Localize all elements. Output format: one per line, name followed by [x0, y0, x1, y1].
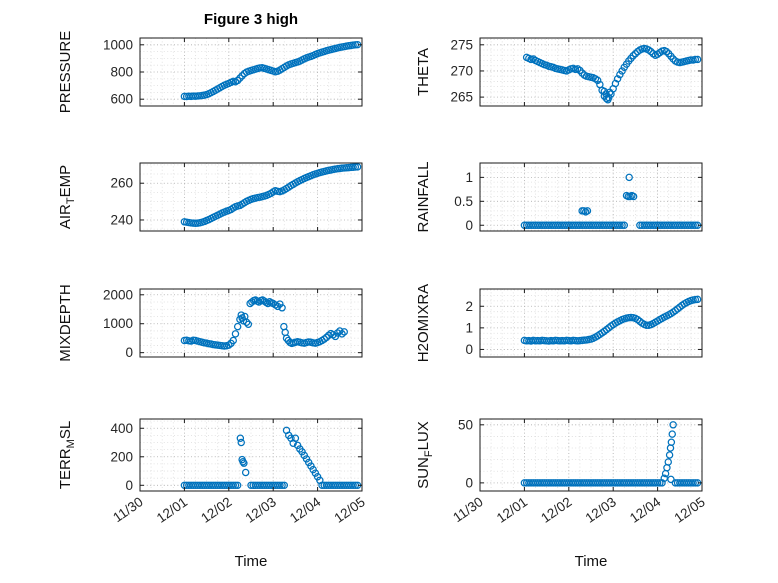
mixdepth-ytick-label: 0 [125, 345, 133, 360]
terrmsl-xtick-label: 12/04 [287, 494, 324, 526]
subplot-h2omixra: 0 1 2 [465, 288, 703, 358]
h2omixra-ytick-label: 2 [465, 299, 473, 314]
sunflux-ytick-label: 50 [458, 417, 473, 432]
subplot-mixdepth: 0 1000 2000 [103, 287, 363, 360]
subplot-rainfall: 00.51 [454, 162, 703, 233]
xlabel-time-left: Time [234, 553, 268, 570]
terrmsl-points [180, 426, 362, 490]
subplot-sunflux: 0 50 11/30 12/01 12/02 12/03 12/04 12/05 [450, 417, 707, 526]
pressure-ytick-label: 1000 [103, 37, 133, 52]
ylabel-mixdepth: MIXDEPTH [57, 284, 74, 362]
figure-title: Figure 3 high [203, 11, 299, 28]
pressure-ytick-label: 800 [110, 65, 133, 80]
mixdepth-points [180, 296, 348, 350]
mixdepth-ytick-label: 1000 [103, 316, 133, 331]
pressure-points [180, 40, 362, 101]
sunflux-xtick-label: 12/01 [494, 494, 530, 526]
sunflux-ytick-label: 0 [465, 475, 473, 490]
theta-ytick-label: 265 [450, 90, 473, 105]
terrmsl-xtick-label: 11/30 [110, 494, 145, 525]
sunflux-xtick-label: 11/30 [450, 494, 485, 525]
sunflux-points [520, 421, 702, 487]
rainfall-ytick-label: 1 [465, 170, 473, 185]
subplot-theta: 265 270 275 [450, 37, 703, 107]
sunflux-xtick-label: 12/02 [538, 494, 574, 526]
rainfall-ytick-label: 0 [465, 218, 473, 233]
terrmsl-xtick-label: 12/03 [243, 494, 279, 526]
terrmsl-ytick-label: 400 [110, 421, 133, 436]
subplot-terrmsl: 0 200 400 11/30 12/01 12/02 12/03 12/04 12/05 [110, 418, 368, 526]
xlabel-time-right: Time [574, 553, 608, 570]
theta-ytick-label: 270 [450, 63, 473, 78]
airtemp-points [180, 163, 362, 228]
ylabel-terrmsl: TERRMSL [57, 420, 77, 490]
h2omixra-ytick-label: 1 [465, 320, 473, 335]
mixdepth-ytick-label: 2000 [103, 287, 133, 302]
subplot-airtemp: 240 260 [110, 162, 363, 232]
subplot-pressure: 600 800 1000 [103, 37, 363, 107]
airtemp-ytick-label: 260 [110, 176, 133, 191]
terrmsl-ytick-label: 200 [110, 449, 133, 464]
rainfall-points [520, 173, 702, 229]
sunflux-xtick-label: 12/05 [671, 494, 707, 526]
pressure-ytick-label: 600 [110, 92, 133, 107]
sunflux-xtick-label: 12/04 [627, 494, 664, 526]
rainfall-ytick-label: 0.5 [454, 194, 473, 209]
terrmsl-xtick-label: 12/01 [154, 494, 190, 526]
theta-points [522, 44, 702, 104]
theta-ytick-label: 275 [450, 37, 473, 52]
h2omixra-points [520, 295, 702, 345]
sunflux-xtick-label: 12/03 [583, 494, 619, 526]
terrmsl-ytick-label: 0 [125, 478, 133, 493]
airtemp-ytick-label: 240 [110, 212, 133, 227]
h2omixra-ytick-label: 0 [465, 342, 473, 357]
terrmsl-xtick-label: 12/02 [198, 494, 234, 526]
terrmsl-xtick-label: 12/05 [331, 494, 367, 526]
